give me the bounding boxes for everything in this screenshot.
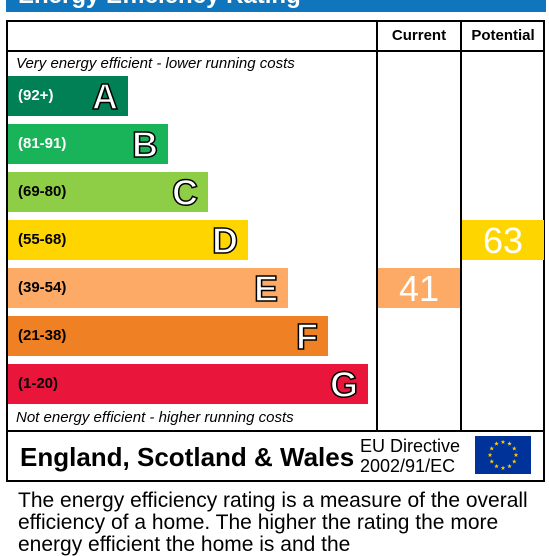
- potential-rating-value: 63: [482, 220, 524, 261]
- eu-directive-line1: EU Directive: [360, 436, 461, 456]
- band-letter-label: E: [253, 267, 279, 310]
- band-letter-label: C: [171, 171, 199, 214]
- current-column-divider: [376, 20, 378, 432]
- potential-column-header: Potential: [471, 27, 535, 44]
- eu-directive: EU Directive 2002/91/EC: [360, 436, 460, 476]
- band-g: (1-20) G: [8, 363, 368, 406]
- band-f: (21-38) F: [8, 315, 328, 358]
- eu-flag-icon: [475, 436, 531, 474]
- bottom-note: Not energy efficient - higher running co…: [16, 409, 294, 426]
- band-letter-label: D: [211, 219, 239, 262]
- current-rating: 41: [378, 268, 460, 309]
- potential-rating: 63: [462, 220, 544, 261]
- band-range-label: (55-68): [18, 231, 67, 248]
- flag-star: [507, 441, 512, 446]
- band-range-label: (69-80): [18, 183, 67, 200]
- rating-table: [6, 20, 545, 482]
- band-range-label: (21-38): [18, 327, 67, 344]
- band-letter-label: A: [91, 75, 119, 118]
- band-e: (39-54) E: [8, 267, 288, 310]
- band-letter-label: F: [295, 315, 319, 358]
- band-d: (55-68) D: [8, 219, 248, 262]
- band-range-label: (92+): [18, 87, 54, 104]
- region-label: England, Scotland & Wales: [20, 442, 355, 472]
- flag-star: [494, 441, 499, 446]
- flag-star: [511, 446, 517, 451]
- flag-star: [511, 459, 517, 464]
- band-b: (81-91) B: [8, 123, 168, 166]
- band-letter-label: B: [131, 123, 159, 166]
- flag-star: [494, 463, 499, 469]
- eu-directive-line2: 2002/91/EC: [360, 456, 456, 476]
- chart-title: Energy Efficiency Rating: [6, 0, 546, 12]
- flag-star: [489, 446, 495, 451]
- flag-star: [489, 459, 495, 464]
- current-rating-value: 41: [398, 268, 440, 309]
- band-range-label: (39-54): [18, 279, 67, 296]
- flag-star: [513, 452, 519, 457]
- band-c: (69-80) C: [8, 171, 208, 214]
- top-note: Very energy efficient - lower running co…: [16, 55, 295, 72]
- flag-star: [507, 463, 512, 469]
- band-a: (92+) A: [8, 75, 128, 118]
- flag-star: [500, 465, 506, 470]
- header-divider: [6, 50, 545, 52]
- band-range-label: (81-91): [18, 135, 67, 152]
- flag-star: [500, 439, 506, 444]
- footer-divider: [6, 430, 545, 432]
- band-range-label: (1-20): [18, 375, 59, 392]
- current-column-header: Current: [391, 27, 447, 44]
- band-letter-label: G: [329, 363, 359, 406]
- potential-column-divider: [460, 20, 462, 432]
- flag-star: [487, 452, 493, 457]
- description-text: The energy efficiency rating is a measur…: [18, 489, 528, 556]
